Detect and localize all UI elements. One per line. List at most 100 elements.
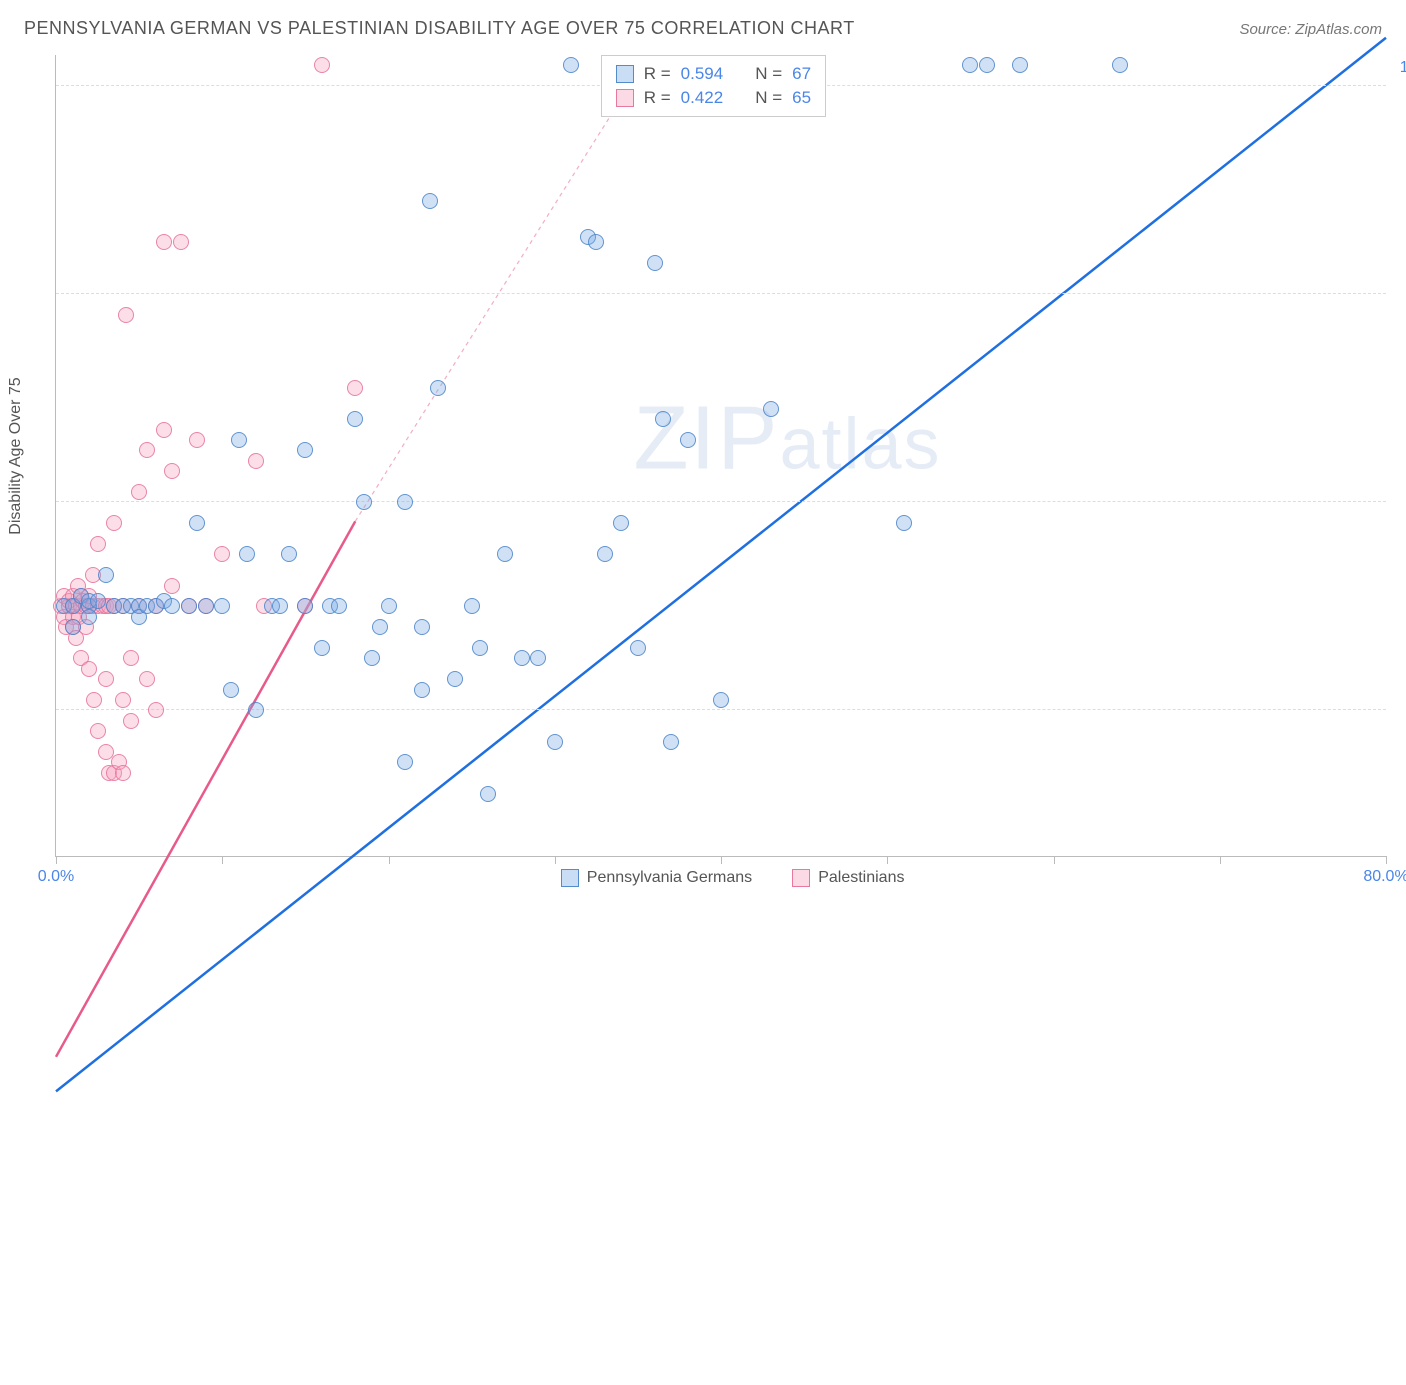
stat-r-value: 0.594 <box>681 64 724 84</box>
stat-r-label: R = <box>644 88 671 108</box>
data-point-pink <box>123 650 139 666</box>
data-point-blue <box>663 734 679 750</box>
y-tick-label: 80.0% <box>1394 267 1406 285</box>
data-point-blue <box>647 255 663 271</box>
data-point-blue <box>231 432 247 448</box>
x-tick <box>721 856 722 864</box>
data-point-blue <box>189 515 205 531</box>
data-point-blue <box>414 619 430 635</box>
data-point-pink <box>81 661 97 677</box>
data-point-blue <box>480 786 496 802</box>
data-point-blue <box>297 598 313 614</box>
data-point-pink <box>148 702 164 718</box>
data-point-blue <box>372 619 388 635</box>
data-point-blue <box>356 494 372 510</box>
gridline <box>56 501 1386 502</box>
data-point-blue <box>588 234 604 250</box>
data-point-blue <box>763 401 779 417</box>
data-point-blue <box>297 442 313 458</box>
legend: Pennsylvania Germans Palestinians <box>561 869 905 887</box>
chart-title: PENNSYLVANIA GERMAN VS PALESTINIAN DISAB… <box>24 18 855 39</box>
data-point-pink <box>156 234 172 250</box>
data-point-blue <box>281 546 297 562</box>
data-point-blue <box>347 411 363 427</box>
data-point-blue <box>962 57 978 73</box>
data-point-blue <box>248 702 264 718</box>
data-point-blue <box>464 598 480 614</box>
data-point-blue <box>331 598 347 614</box>
data-point-blue <box>979 57 995 73</box>
data-point-blue <box>1012 57 1028 73</box>
data-point-blue <box>563 57 579 73</box>
correlation-stats-box: R =0.594N =67R =0.422N =65 <box>601 55 826 117</box>
data-point-blue <box>381 598 397 614</box>
y-tick-label: 40.0% <box>1394 683 1406 701</box>
x-tick <box>1054 856 1055 864</box>
data-point-blue <box>81 609 97 625</box>
data-point-blue <box>497 546 513 562</box>
data-point-blue <box>530 650 546 666</box>
data-point-pink <box>164 578 180 594</box>
data-point-pink <box>139 671 155 687</box>
data-point-blue <box>514 650 530 666</box>
data-point-pink <box>98 671 114 687</box>
stat-n-label: N = <box>755 64 782 84</box>
stat-n-value: 65 <box>792 88 811 108</box>
chart-area: ZIPatlas Disability Age Over 75 40.0%60.… <box>55 55 1386 857</box>
trend-lines <box>56 55 1386 1385</box>
data-point-blue <box>597 546 613 562</box>
data-point-pink <box>248 453 264 469</box>
data-point-pink <box>131 484 147 500</box>
data-point-blue <box>630 640 646 656</box>
stat-r-label: R = <box>644 64 671 84</box>
data-point-blue <box>655 411 671 427</box>
legend-swatch-blue <box>561 869 579 887</box>
data-point-pink <box>189 432 205 448</box>
x-tick <box>555 856 556 864</box>
data-point-blue <box>430 380 446 396</box>
x-tick <box>1220 856 1221 864</box>
data-point-blue <box>98 567 114 583</box>
x-tick <box>887 856 888 864</box>
data-point-blue <box>164 598 180 614</box>
data-point-pink <box>90 723 106 739</box>
y-tick-label: 60.0% <box>1394 475 1406 493</box>
legend-label-blue: Pennsylvania Germans <box>587 869 752 887</box>
data-point-blue <box>239 546 255 562</box>
data-point-pink <box>118 307 134 323</box>
stat-n-value: 67 <box>792 64 811 84</box>
y-tick-label: 100.0% <box>1394 59 1406 77</box>
data-point-blue <box>65 619 81 635</box>
data-point-pink <box>123 713 139 729</box>
data-point-pink <box>86 692 102 708</box>
data-point-pink <box>156 422 172 438</box>
data-point-blue <box>422 193 438 209</box>
x-tick-label: 0.0% <box>38 868 74 886</box>
data-point-blue <box>472 640 488 656</box>
stat-swatch <box>616 89 634 107</box>
y-axis-label: Disability Age Over 75 <box>7 377 25 534</box>
legend-label-pink: Palestinians <box>818 869 904 887</box>
data-point-blue <box>214 598 230 614</box>
data-point-blue <box>896 515 912 531</box>
x-tick <box>56 856 57 864</box>
legend-swatch-pink <box>792 869 810 887</box>
data-point-blue <box>680 432 696 448</box>
x-tick-label: 80.0% <box>1363 868 1406 886</box>
legend-item-blue: Pennsylvania Germans <box>561 869 752 887</box>
data-point-blue <box>447 671 463 687</box>
x-tick <box>1386 856 1387 864</box>
source-label: Source: ZipAtlas.com <box>1239 21 1382 38</box>
data-point-blue <box>198 598 214 614</box>
data-point-pink <box>173 234 189 250</box>
data-point-blue <box>414 682 430 698</box>
x-tick <box>222 856 223 864</box>
plot-region: ZIPatlas Disability Age Over 75 40.0%60.… <box>55 55 1386 857</box>
stat-row-blue: R = 0.594 N = 67 <box>616 62 811 86</box>
stat-row-pink: R =0.422N =65 <box>616 86 811 110</box>
data-point-pink <box>115 765 131 781</box>
data-point-blue <box>613 515 629 531</box>
gridline <box>56 293 1386 294</box>
stat-n-label: N = <box>755 88 782 108</box>
data-point-blue <box>181 598 197 614</box>
